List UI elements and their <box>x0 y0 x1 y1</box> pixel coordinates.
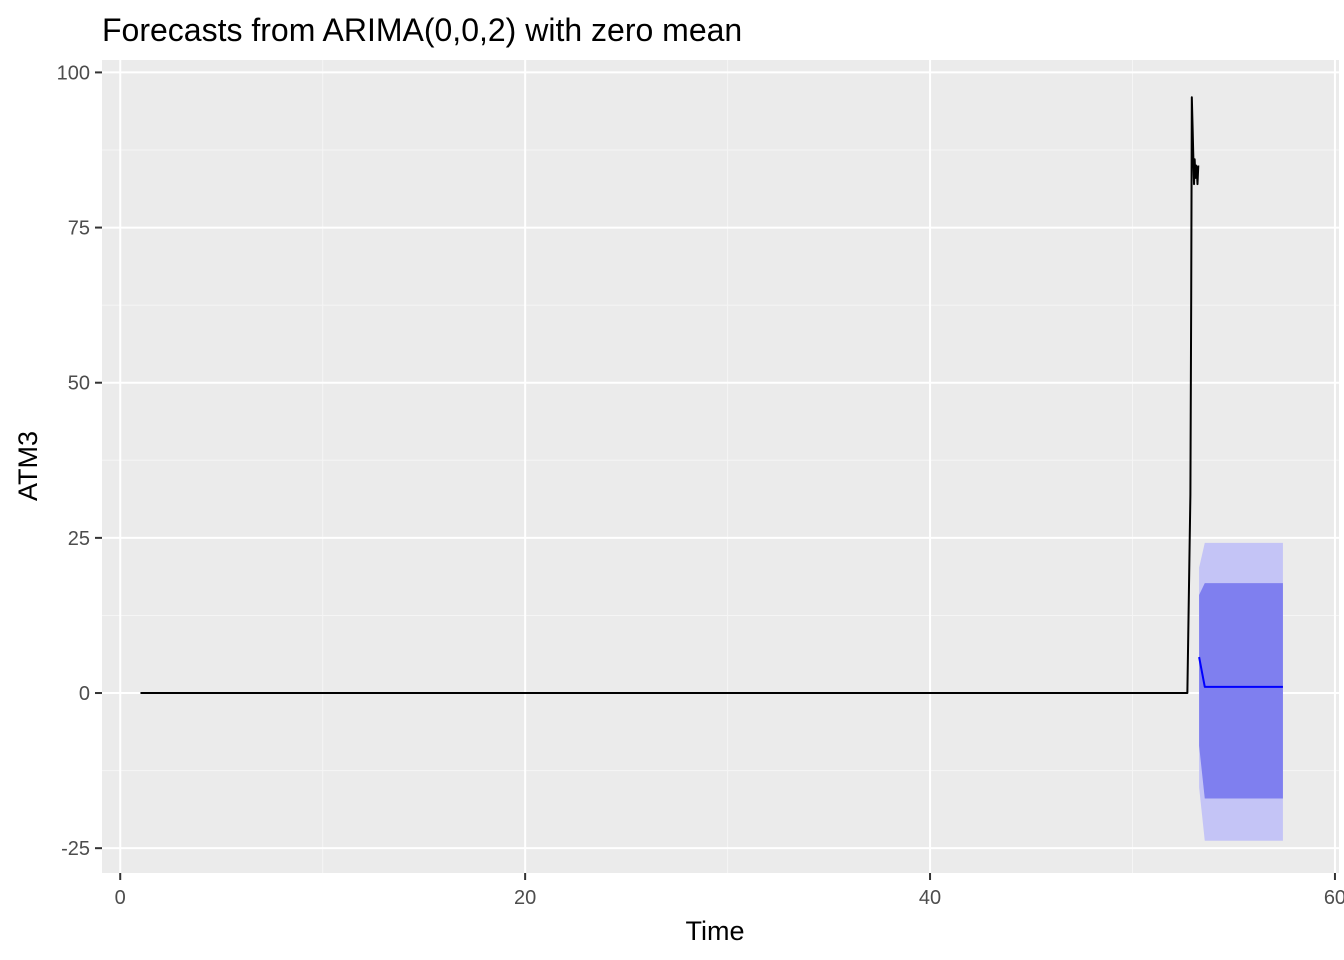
y-tick-label: 75 <box>68 218 90 240</box>
x-tick-label: 20 <box>514 887 536 909</box>
chart-title: Forecasts from ARIMA(0,0,2) with zero me… <box>102 12 742 48</box>
x-tick-label: 0 <box>115 887 126 909</box>
forecast-series-line <box>1198 656 1283 688</box>
grid-minor-lines <box>102 60 1339 873</box>
series-lines <box>140 96 1283 695</box>
interval-band-80 <box>1199 583 1283 799</box>
y-axis-title: ATM3 <box>13 431 43 501</box>
y-tick-label: 50 <box>68 373 90 395</box>
observed-series-line <box>140 96 1200 695</box>
x-tick-label: 60 <box>1324 887 1344 909</box>
plot-panel <box>102 60 1339 873</box>
y-tick-label: 25 <box>68 528 90 550</box>
y-axis-ticks: -25 0 25 50 75 100 <box>57 62 102 860</box>
y-tick-label: 0 <box>79 683 90 705</box>
prediction-intervals <box>1199 542 1283 841</box>
x-axis-ticks: 0 20 40 60 <box>115 873 1344 909</box>
y-tick-label: -25 <box>61 838 90 860</box>
x-axis-title: Time <box>686 916 745 946</box>
y-tick-label: 100 <box>57 62 90 84</box>
x-tick-label: 40 <box>919 887 941 909</box>
